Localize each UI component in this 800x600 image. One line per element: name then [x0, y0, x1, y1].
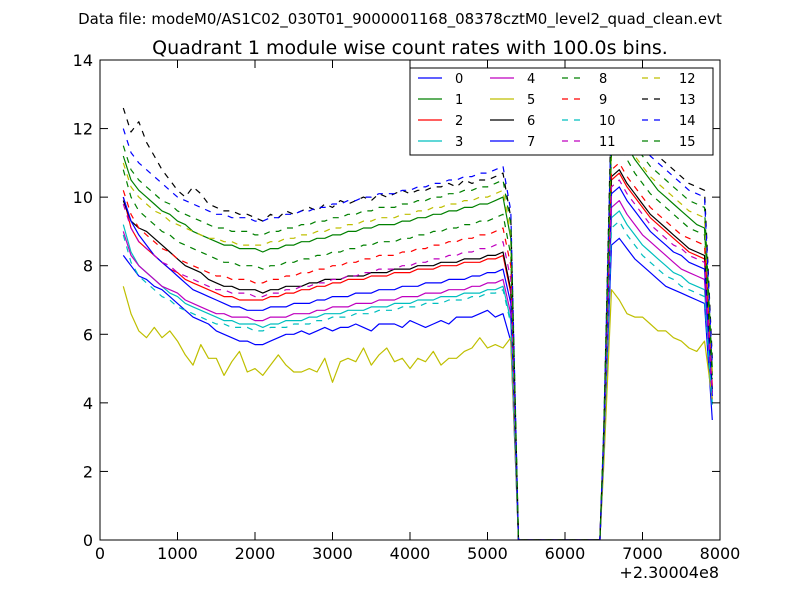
y-tick-label: 12: [73, 120, 93, 139]
legend-label-15: 15: [679, 135, 696, 150]
legend-label-10: 10: [599, 114, 616, 129]
y-tick-label: 4: [83, 394, 93, 413]
legend-label-9: 9: [599, 93, 607, 108]
x-tick-label: 5000: [467, 544, 508, 563]
y-tick-label: 10: [73, 188, 93, 207]
legend-label-5: 5: [527, 93, 535, 108]
x-tick-label: 3000: [312, 544, 353, 563]
x-tick-label: 6000: [545, 544, 586, 563]
y-tick-label: 2: [83, 462, 93, 481]
y-tick-label: 14: [73, 51, 93, 70]
legend-label-8: 8: [599, 72, 607, 87]
legend-label-1: 1: [455, 93, 463, 108]
data-file-label: Data file: modeM0/AS1C02_030T01_90000011…: [78, 10, 722, 29]
x-tick-label: 1000: [157, 544, 198, 563]
x-tick-label: 0: [95, 544, 105, 563]
legend-label-7: 7: [527, 135, 535, 150]
legend-label-11: 11: [599, 135, 616, 150]
legend-label-13: 13: [679, 93, 696, 108]
chart-title: Quadrant 1 module wise count rates with …: [152, 37, 668, 59]
x-tick-label: 7000: [622, 544, 663, 563]
legend-label-14: 14: [679, 114, 696, 129]
x-tick-label: 4000: [390, 544, 431, 563]
y-tick-label: 8: [83, 257, 93, 276]
x-offset-label: +2.30004e8: [619, 563, 719, 582]
x-tick-label: 8000: [700, 544, 741, 563]
legend-label-6: 6: [527, 114, 535, 129]
legend-label-12: 12: [679, 72, 696, 87]
legend-label-0: 0: [455, 72, 463, 87]
y-tick-label: 0: [83, 531, 93, 550]
legend-label-3: 3: [455, 135, 463, 150]
y-tick-label: 6: [83, 325, 93, 344]
x-tick-label: 2000: [235, 544, 276, 563]
legend-label-4: 4: [527, 72, 535, 87]
legend-label-2: 2: [455, 114, 463, 129]
